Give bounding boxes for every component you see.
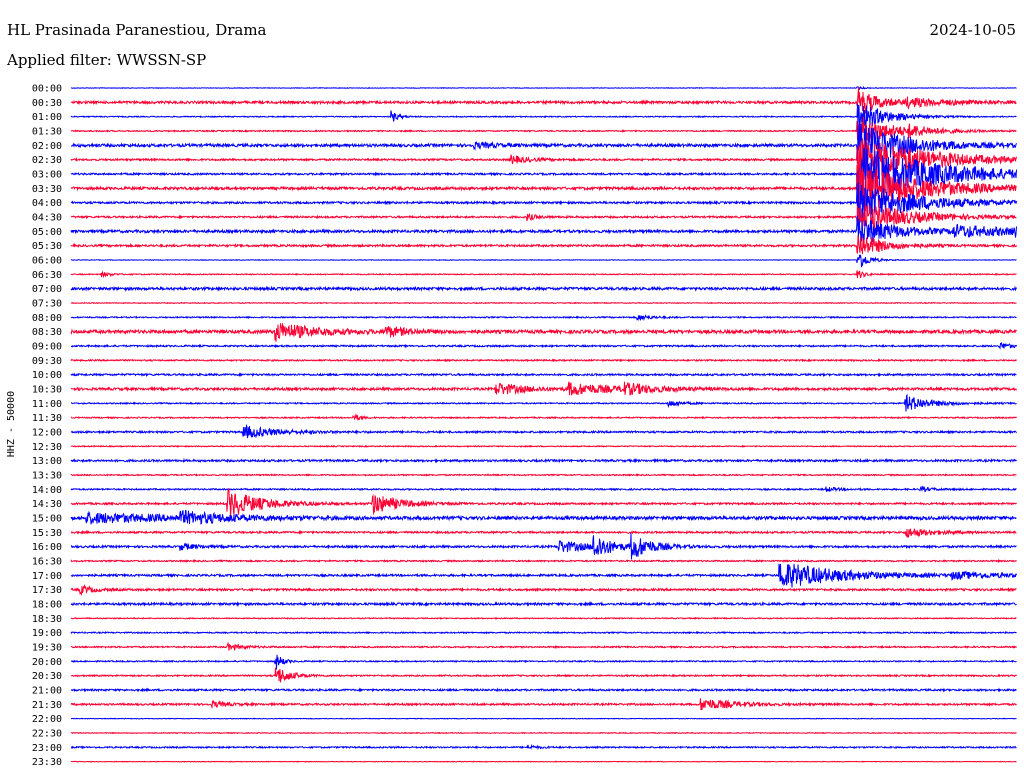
row-time-label: 01:00 [32,112,62,123]
trace-row-1700 [70,563,1017,588]
y-axis-label: HHZ - 50000 [6,391,17,457]
row-time-label: 08:30 [32,327,62,338]
trace-row-0030 [70,86,1017,114]
trace-row-0530 [70,235,1017,255]
trace-row-0100 [70,103,1017,130]
trace-row-1300 [70,457,1017,464]
trace-row-1600 [70,533,1017,560]
row-time-label: 09:30 [32,356,62,367]
trace-row-0130 [70,116,1017,148]
row-time-label: 04:30 [32,212,62,223]
trace-row-1630 [70,558,1017,564]
row-time-label: 04:00 [32,198,62,209]
row-time-label: 21:00 [32,685,62,696]
trace-row-1830 [70,616,1017,620]
row-time-label: 02:30 [32,155,62,166]
trace-row-1500 [70,509,1017,525]
row-time-label: 07:00 [32,284,62,295]
row-time-label: 00:00 [32,84,62,95]
row-time-label: 00:30 [32,98,62,109]
row-time-label: 14:00 [32,485,62,496]
trace-row-0430 [70,205,1017,230]
row-time-label: 10:00 [32,370,62,381]
row-time-label: 17:30 [32,585,62,596]
row-time-label: 02:00 [32,141,62,152]
trace-row-2230 [70,731,1017,735]
trace-row-1330 [70,473,1017,477]
row-time-label: 13:00 [32,456,62,467]
row-time-label: 01:30 [32,126,62,137]
trace-row-0600 [70,253,1017,268]
row-time-label: 13:30 [32,470,62,481]
trace-row-2200 [70,717,1017,720]
row-time-label: 17:00 [32,571,62,582]
trace-row-2000 [70,654,1017,670]
row-time-label: 20:00 [32,657,62,668]
row-time-label: 11:30 [32,413,62,424]
trace-row-2100 [70,687,1017,693]
trace-row-0730 [70,301,1017,305]
row-time-label: 12:30 [32,442,62,453]
trace-row-1400 [70,485,1017,493]
trace-row-1200 [70,423,1017,439]
trace-row-1030 [70,381,1017,396]
row-time-label: 22:30 [32,728,62,739]
row-time-label: 23:30 [32,757,62,768]
row-time-label: 19:00 [32,628,62,639]
trace-row-1100 [70,393,1017,412]
row-time-label: 03:00 [32,169,62,180]
row-time-label: 07:30 [32,298,62,309]
trace-row-1900 [70,630,1017,635]
trace-row-1130 [70,413,1017,421]
trace-row-1000 [70,372,1017,378]
trace-row-0930 [70,358,1017,363]
trace-row-0400 [70,182,1017,223]
trace-row-1230 [70,444,1017,448]
trace-row-2330 [70,760,1017,763]
trace-row-1730 [70,583,1017,596]
row-time-label: 08:00 [32,313,62,324]
row-time-label: 14:30 [32,499,62,510]
trace-row-0000 [70,85,1017,91]
row-time-label: 15:30 [32,528,62,539]
row-time-label: 16:00 [32,542,62,553]
trace-row-2300 [70,743,1017,751]
row-time-label: 19:30 [32,642,62,653]
row-time-label: 16:30 [32,556,62,567]
row-time-label: 18:00 [32,599,62,610]
station-title: HL Prasinada Paranestiou, Drama [7,21,267,39]
trace-row-0800 [70,314,1017,322]
trace-row-1530 [70,528,1017,538]
row-time-label: 23:00 [32,743,62,754]
row-time-label: 03:30 [32,184,62,195]
trace-row-0900 [70,341,1017,350]
row-time-label: 10:30 [32,384,62,395]
row-time-label: 21:30 [32,700,62,711]
trace-row-0500 [70,215,1017,243]
row-time-label: 06:30 [32,270,62,281]
row-time-label: 12:00 [32,427,62,438]
filter-label: Applied filter: WWSSN-SP [7,51,207,69]
trace-row-0330 [70,163,1017,213]
trace-row-2030 [70,667,1017,683]
trace-row-1430 [70,487,1017,518]
trace-row-0700 [70,285,1017,292]
row-time-label: 15:00 [32,513,62,524]
trace-row-1930 [70,641,1017,651]
row-time-label: 05:30 [32,241,62,252]
row-time-label: 18:30 [32,614,62,625]
row-time-label: 05:00 [32,227,62,238]
trace-row-0230 [70,138,1017,181]
trace-row-2130 [70,698,1017,711]
row-time-label: 09:00 [32,341,62,352]
row-time-label: 06:00 [32,255,62,266]
row-time-label: 20:30 [32,671,62,682]
trace-row-0830 [70,323,1017,342]
date-label: 2024-10-05 [929,21,1016,39]
row-time-label: 11:00 [32,399,62,410]
trace-row-1800 [70,601,1017,608]
trace-row-0630 [70,270,1017,279]
row-time-label: 22:00 [32,714,62,725]
